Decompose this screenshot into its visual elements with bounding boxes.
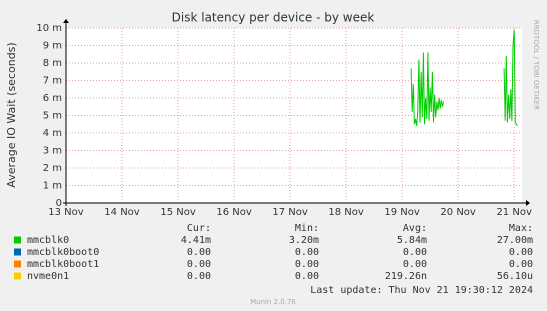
- legend-stat: 0.00: [509, 247, 533, 258]
- legend-stat: 0.00: [187, 259, 211, 270]
- legend-swatch: [14, 248, 21, 256]
- legend-stat: 27.00m: [497, 235, 533, 246]
- legend-stat: 0.00: [187, 247, 211, 258]
- y-tick-label: 4 m: [43, 128, 62, 139]
- legend-stat: 56.10u: [497, 271, 533, 282]
- y-tick-label: 0: [56, 198, 62, 209]
- chart-title: Disk latency per device - by week: [172, 11, 375, 25]
- legend-header: Max:: [509, 223, 533, 234]
- legend-swatch: [14, 236, 21, 244]
- x-tick-label: 15 Nov: [160, 207, 196, 218]
- y-tick-label: 5 m: [43, 111, 62, 122]
- legend-stat: 0.00: [295, 271, 319, 282]
- x-tick-label: 16 Nov: [216, 207, 252, 218]
- y-tick-label: 10 m: [36, 23, 62, 34]
- watermark: RRDTOOL / TOBI OETIKER: [532, 20, 540, 110]
- legend-stat: 0.00: [295, 247, 319, 258]
- legend-stat: 0.00: [295, 259, 319, 270]
- y-tick-label: 2 m: [43, 163, 62, 174]
- footer: Munin 2.0.76: [250, 298, 296, 306]
- legend-stat: 0.00: [509, 259, 533, 270]
- legend-stat: 4.41m: [181, 235, 211, 246]
- legend-header: Cur:: [187, 223, 211, 234]
- legend-stat: 3.20m: [289, 235, 319, 246]
- x-tick-label: 14 Nov: [104, 207, 140, 218]
- y-tick-label: 7 m: [43, 76, 62, 87]
- x-tick-label: 13 Nov: [48, 207, 84, 218]
- axis-arrow: [526, 200, 530, 206]
- y-tick-label: 6 m: [43, 93, 62, 104]
- legend-entry: mmcblk0boot0: [27, 247, 99, 258]
- x-tick-label: 19 Nov: [384, 207, 420, 218]
- x-tick-label: 20 Nov: [440, 207, 476, 218]
- legend-swatch: [14, 260, 21, 268]
- axis-arrow: [63, 19, 69, 23]
- y-tick-label: 3 m: [43, 146, 62, 157]
- y-tick-label: 1 m: [43, 181, 62, 192]
- x-tick-label: 18 Nov: [328, 207, 364, 218]
- legend-swatch: [14, 272, 21, 280]
- legend-header: Min:: [295, 223, 319, 234]
- legend-stat: 219.26n: [385, 271, 427, 282]
- y-tick-label: 9 m: [43, 41, 62, 52]
- x-tick-label: 17 Nov: [272, 207, 308, 218]
- legend-entry: nvme0n1: [27, 271, 69, 282]
- legend-stat: 5.84m: [397, 235, 427, 246]
- series-line: [410, 29, 518, 127]
- y-tick-label: 8 m: [43, 58, 62, 69]
- legend-stat: 0.00: [403, 247, 427, 258]
- last-update: Last update: Thu Nov 21 19:30:12 2024: [310, 285, 533, 296]
- y-axis-label: Average IO Wait (seconds): [5, 42, 18, 187]
- legend-stat: 0.00: [187, 271, 211, 282]
- legend-entry: mmcblk0: [27, 235, 69, 246]
- legend-entry: mmcblk0boot1: [27, 259, 99, 270]
- legend-header: Avg:: [403, 223, 427, 234]
- x-tick-label: 21 Nov: [496, 207, 532, 218]
- legend-stat: 0.00: [403, 259, 427, 270]
